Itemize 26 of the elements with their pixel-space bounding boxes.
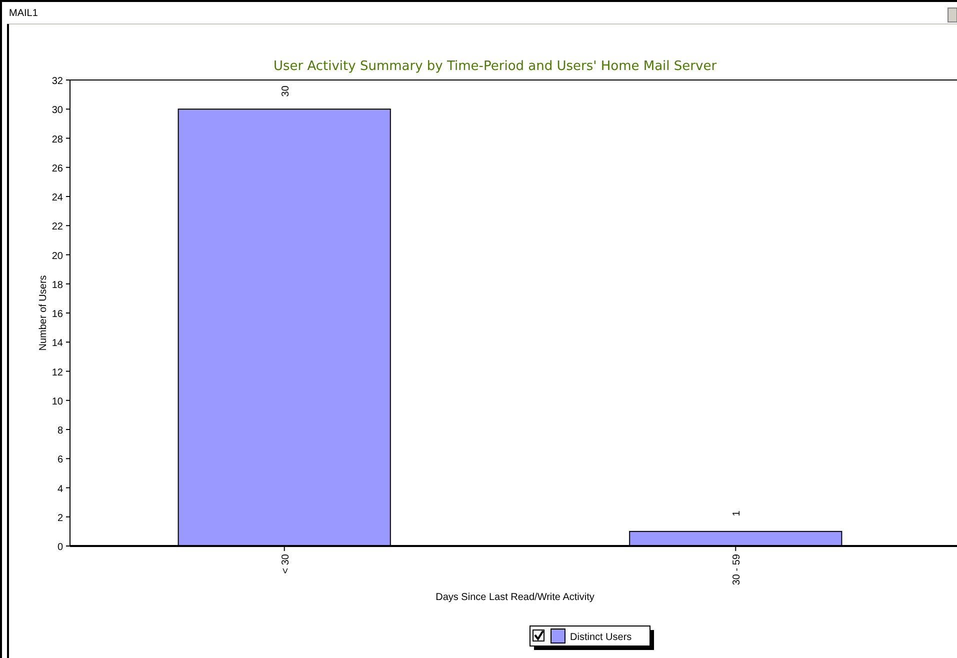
legend-label: Distinct Users	[570, 632, 632, 643]
y-tick-label: 16	[52, 309, 64, 320]
y-tick-label: 2	[57, 512, 64, 524]
text: MAIL1	[9, 8, 38, 19]
y-tick-label: 4	[57, 484, 64, 495]
y-tick-label: 26	[52, 163, 64, 174]
y-axis-title: Number of Users	[38, 275, 49, 351]
y-tick-label: 32	[52, 76, 64, 87]
chart-title: User Activity Summary by Time-Period and Users' Home Mail Server	[273, 59, 718, 74]
data-label: 1	[732, 510, 743, 516]
data-label: 30	[280, 85, 292, 97]
x-axis-title: Days Since Last Read/Write Activity	[436, 592, 594, 603]
y-tick-label: 20	[52, 250, 64, 262]
y-tick-label: 12	[52, 367, 64, 378]
y-tick-label: 10	[52, 396, 64, 408]
y-tick-label: 6	[57, 454, 64, 466]
y-tick-label: 30	[52, 105, 64, 116]
y-tick-label: 18	[52, 280, 64, 291]
y-tick-label: 22	[52, 222, 64, 233]
y-tick-label: 0	[57, 542, 64, 553]
y-tick-label: 24	[52, 192, 64, 204]
x-tick-label: < 30	[280, 554, 292, 574]
y-tick-label: 28	[52, 134, 64, 146]
y-tick-label: 14	[52, 338, 64, 350]
y-tick-label: 8	[57, 426, 64, 436]
x-tick-label: 30 - 59	[732, 554, 743, 586]
